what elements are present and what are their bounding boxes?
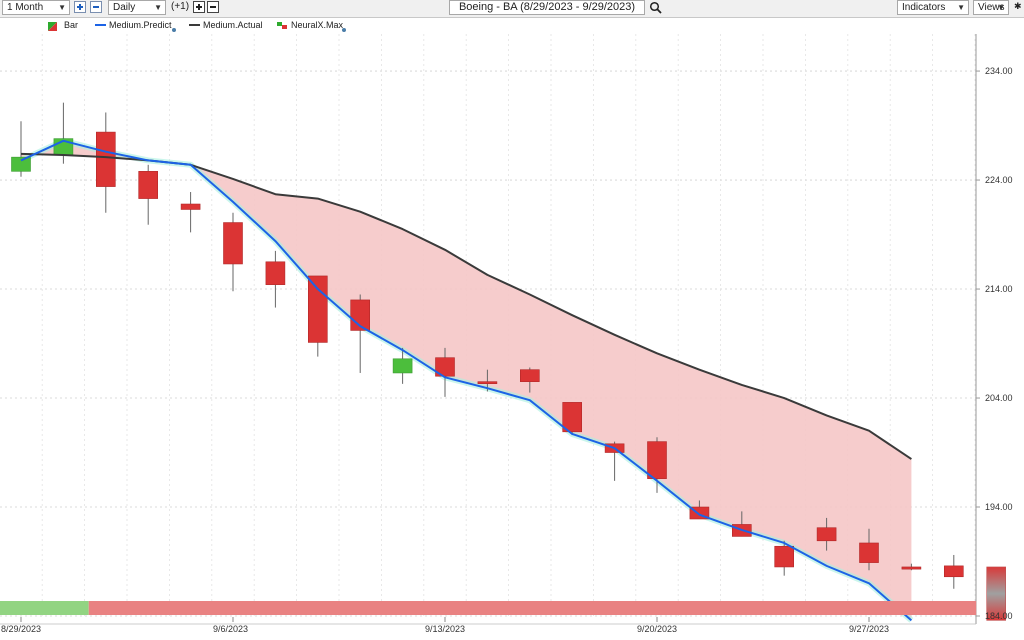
candle-body bbox=[477, 381, 498, 384]
plus-icon[interactable] bbox=[193, 1, 205, 13]
strip-down-segment bbox=[88, 601, 977, 615]
x-tick-label: 9/27/2023 bbox=[849, 624, 889, 634]
candle bbox=[180, 192, 201, 233]
predict-line bbox=[20, 139, 913, 622]
candle-body bbox=[774, 545, 795, 568]
legend-bar-label: Bar bbox=[64, 20, 79, 30]
x-tick-label: 9/13/2023 bbox=[425, 624, 465, 634]
candle bbox=[943, 554, 964, 589]
x-tick-label: 8/29/2023 bbox=[1, 624, 41, 634]
candle-body bbox=[11, 156, 31, 172]
views-select[interactable]: Views ▼ bbox=[973, 0, 1009, 15]
y-tick-label: 224.00 bbox=[985, 175, 1013, 185]
candle bbox=[562, 402, 583, 436]
search-icon[interactable] bbox=[649, 1, 663, 15]
candle-body bbox=[647, 441, 667, 479]
candle bbox=[816, 517, 837, 551]
candle bbox=[647, 437, 667, 493]
candle-body bbox=[562, 402, 583, 433]
predict-line-swatch bbox=[95, 24, 106, 26]
candle-body bbox=[265, 261, 286, 285]
views-label: Views bbox=[978, 2, 1005, 13]
candle bbox=[392, 347, 413, 384]
bar-swatch-icon bbox=[48, 22, 57, 31]
strip-up-segment bbox=[0, 601, 89, 615]
candle-body bbox=[138, 171, 158, 199]
indicators-label: Indicators bbox=[902, 2, 946, 13]
period-select[interactable]: 1 Month ▼ bbox=[2, 0, 70, 15]
candle bbox=[265, 250, 286, 308]
candle-body bbox=[223, 222, 243, 265]
info-dot-icon bbox=[172, 28, 176, 32]
x-tick-label: 9/6/2023 bbox=[213, 624, 248, 634]
chevron-down-icon: ▼ bbox=[58, 3, 66, 12]
candle-body bbox=[901, 566, 922, 570]
candle-body bbox=[689, 506, 710, 520]
candle bbox=[859, 528, 879, 571]
info-dot-icon bbox=[342, 28, 346, 32]
neuralx-swatch-icon bbox=[277, 22, 287, 29]
y-tick-label: 204.00 bbox=[985, 393, 1013, 403]
candle-body bbox=[96, 131, 116, 187]
interval-select[interactable]: Daily ▼ bbox=[108, 0, 166, 15]
candle-body bbox=[180, 203, 201, 210]
chevron-down-icon: ▼ bbox=[154, 3, 162, 12]
legend-actual-label: Medium.Actual bbox=[203, 20, 263, 30]
candle-body bbox=[859, 542, 879, 563]
candle-body bbox=[392, 358, 413, 374]
candle-body bbox=[307, 275, 328, 343]
y-tick-label: 214.00 bbox=[985, 284, 1013, 294]
interval-value: Daily bbox=[113, 2, 136, 13]
chart-legend: Bar Medium.Predict Medium.Actual NeuralX… bbox=[0, 20, 560, 34]
y-tick-label: 184.00 bbox=[985, 611, 1013, 621]
minus-icon[interactable] bbox=[90, 1, 102, 13]
candle bbox=[138, 164, 158, 225]
candle-body bbox=[943, 565, 964, 578]
candle bbox=[96, 112, 116, 213]
candle-body bbox=[519, 369, 540, 382]
period-value: 1 Month bbox=[7, 2, 44, 13]
candle bbox=[774, 540, 795, 576]
close-icon[interactable]: ✱ bbox=[1014, 1, 1022, 11]
x-tick-label: 9/20/2023 bbox=[637, 624, 677, 634]
candle bbox=[519, 367, 540, 393]
chart-title-field[interactable]: Boeing - BA (8/29/2023 - 9/29/2023) bbox=[449, 0, 645, 15]
offset-label: (+1) bbox=[171, 1, 190, 12]
minus-icon[interactable] bbox=[207, 1, 219, 13]
candle-body bbox=[816, 527, 837, 542]
legend-predict-label: Medium.Predict bbox=[109, 20, 172, 30]
plus-icon[interactable] bbox=[74, 1, 86, 13]
y-tick-label: 234.00 bbox=[985, 66, 1013, 76]
candle bbox=[223, 212, 243, 292]
chevron-down-icon: ▼ bbox=[957, 3, 965, 12]
toolbar: 1 Month ▼ Daily ▼ (+1) Boeing - BA (8/29… bbox=[0, 0, 1024, 18]
candle bbox=[11, 121, 31, 177]
chevron-down-icon: ▼ bbox=[997, 3, 1005, 12]
forecast-candle bbox=[986, 566, 1007, 621]
candle bbox=[901, 563, 922, 571]
indicators-select[interactable]: Indicators ▼ bbox=[897, 0, 969, 15]
y-tick-label: 194.00 bbox=[985, 502, 1013, 512]
actual-line-swatch bbox=[189, 24, 200, 26]
legend-neuralx-label: NeuralX.Max bbox=[291, 20, 344, 30]
chart-title: Boeing - BA (8/29/2023 - 9/29/2023) bbox=[458, 1, 636, 13]
